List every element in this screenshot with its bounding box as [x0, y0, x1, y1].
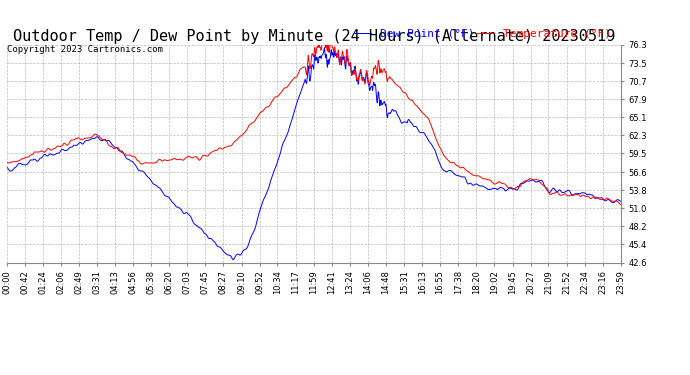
Temperature (°F)	[490, 182, 498, 186]
Temperature (°F)	[124, 153, 132, 157]
Temperature (°F)	[617, 202, 625, 207]
Dew Point (°F)	[3, 165, 11, 170]
Text: Copyright 2023 Cartronics.com: Copyright 2023 Cartronics.com	[7, 45, 163, 54]
Title: Outdoor Temp / Dew Point by Minute (24 Hours) (Alternate) 20230519: Outdoor Temp / Dew Point by Minute (24 H…	[13, 29, 615, 44]
Temperature (°F)	[320, 36, 328, 40]
Dew Point (°F)	[124, 157, 132, 162]
Temperature (°F)	[3, 160, 11, 165]
Dew Point (°F)	[320, 45, 328, 50]
Line: Temperature (°F): Temperature (°F)	[7, 38, 621, 205]
Dew Point (°F)	[544, 190, 553, 195]
Temperature (°F)	[544, 189, 553, 194]
Dew Point (°F)	[411, 124, 419, 129]
Dew Point (°F)	[617, 199, 625, 203]
Temperature (°F)	[139, 161, 148, 166]
Dew Point (°F)	[139, 170, 148, 174]
Dew Point (°F)	[208, 237, 216, 242]
Dew Point (°F)	[491, 186, 499, 190]
Legend: Dew Point (°F), Temperature (°F): Dew Point (°F), Temperature (°F)	[350, 24, 615, 44]
Temperature (°F)	[208, 150, 216, 154]
Line: Dew Point (°F): Dew Point (°F)	[7, 48, 621, 260]
Temperature (°F)	[410, 101, 418, 105]
Dew Point (°F)	[229, 257, 237, 262]
